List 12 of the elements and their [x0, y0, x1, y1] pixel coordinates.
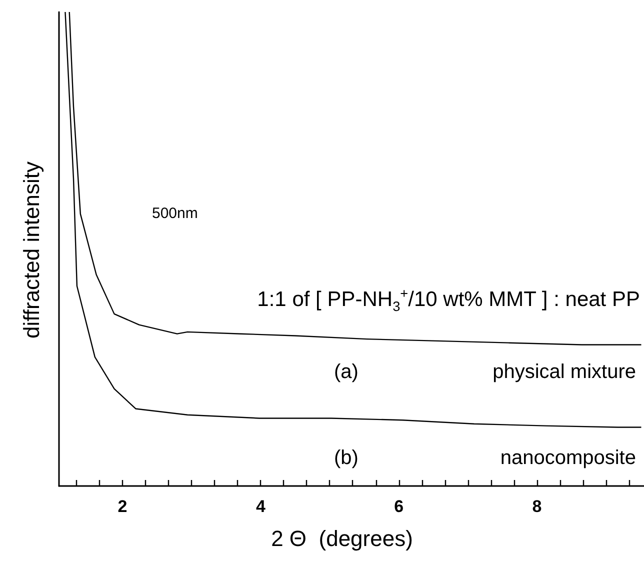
- x-tick-label: 2: [118, 497, 128, 516]
- annotation: physical mixture: [492, 361, 636, 383]
- x-tick-label: 6: [394, 497, 404, 516]
- x-axis-title: 2 Θ (degrees): [270, 526, 414, 551]
- annotation: 1:1 of [ PP-NH$_{3}$$^{+}$/10 wt% MMT ] : neat PP: [257, 286, 640, 314]
- annotation: (a): [334, 361, 358, 383]
- x-tick-label: 4: [256, 497, 266, 516]
- x-tick-label: 8: [532, 497, 542, 516]
- annotation: 500nm: [152, 205, 198, 222]
- annotation: (b): [334, 447, 358, 469]
- y-axis-title: diffracted intensity: [19, 162, 44, 338]
- annotation: nanocomposite: [500, 447, 636, 469]
